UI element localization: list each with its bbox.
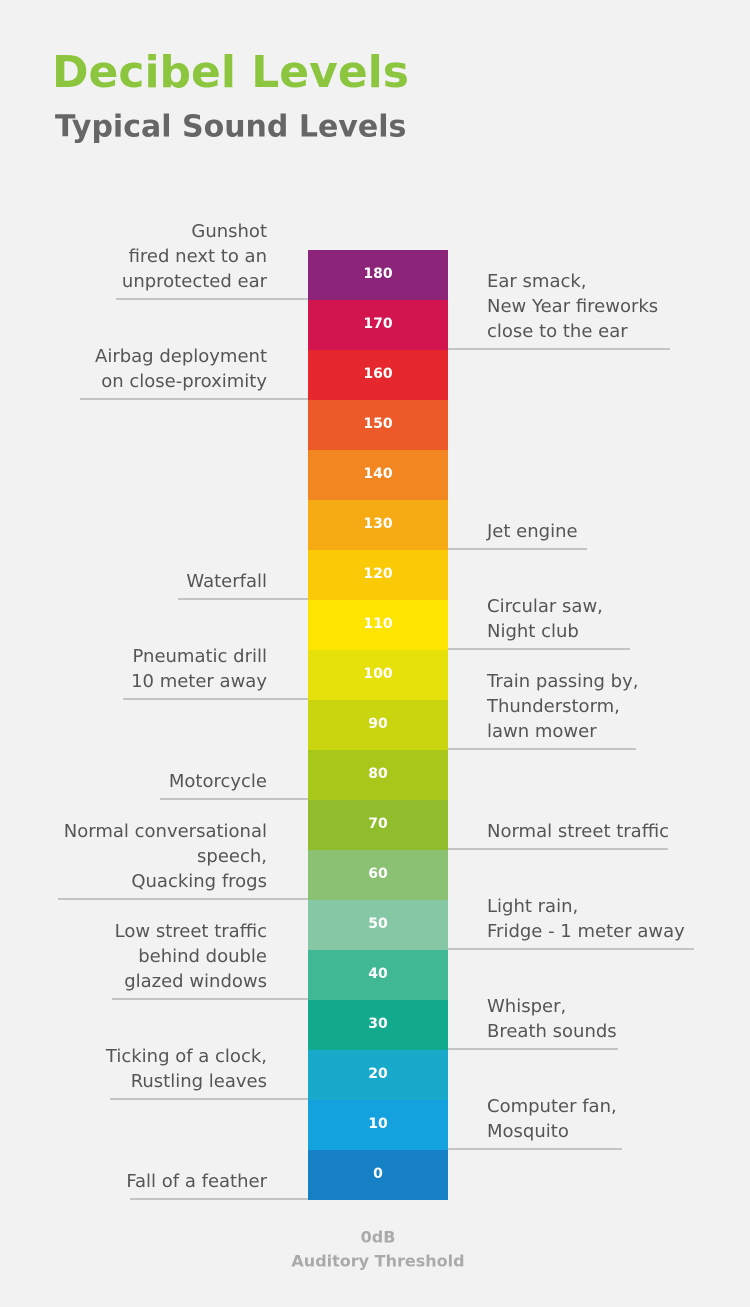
note-text: fired next to an [129,246,267,267]
level-band [308,1100,448,1150]
note-text: Train passing by, [486,671,638,692]
note-text: Low street traffic [115,921,267,942]
note-text: on close-proximity [101,371,267,392]
note-text: Jet engine [486,521,578,542]
note-text: Breath sounds [487,1021,617,1042]
note-text: Normal street traffic [487,821,669,842]
note-text: lawn mower [487,721,597,742]
level-label: 170 [363,316,392,332]
level-band [308,1050,448,1100]
level-label: 30 [368,1016,388,1032]
note-text: unprotected ear [122,271,268,292]
footer-text: Auditory Threshold [291,1252,464,1271]
level-band [308,450,448,500]
level-label: 90 [368,716,388,732]
note-text: Gunshot [191,221,267,242]
level-band [308,650,448,700]
note-text: behind double [138,946,267,967]
level-label: 10 [368,1116,388,1132]
level-band [308,300,448,350]
note-text: Airbag deployment [95,346,267,367]
level-band [308,850,448,900]
note-text: glazed windows [124,971,267,992]
level-band [308,500,448,550]
subtitle: Typical Sound Levels [55,110,406,145]
note-text: Mosquito [487,1121,569,1142]
note-text: Ticking of a clock, [105,1046,267,1067]
level-label: 100 [363,666,392,682]
note-text: Light rain, [487,896,578,917]
level-band [308,600,448,650]
level-band [308,350,448,400]
level-band [308,550,448,600]
level-label: 20 [368,1066,388,1082]
note-text: Normal conversational [64,821,267,842]
note-text: Ear smack, [487,271,587,292]
title: Decibel Levels [52,47,409,98]
note-text: Quacking frogs [131,871,267,892]
note-text: 10 meter away [131,671,267,692]
level-label: 0 [373,1166,383,1182]
note-text: Waterfall [186,571,267,592]
level-label: 70 [368,816,388,832]
level-band [308,1000,448,1050]
footer-text: 0dB [361,1228,396,1247]
note-text: New Year fireworks [487,296,658,317]
note-text: Rustling leaves [131,1071,267,1092]
level-label: 80 [368,766,388,782]
level-label: 160 [363,366,392,382]
note-text: Computer fan, [487,1096,617,1117]
level-label: 140 [363,466,392,482]
level-band [308,250,448,300]
note-text: Whisper, [487,996,566,1017]
note-text: Thunderstorm, [486,696,620,717]
level-band [308,700,448,750]
level-label: 60 [368,866,388,882]
note-text: Night club [487,621,579,642]
level-label: 40 [368,966,388,982]
level-band [308,800,448,850]
note-text: speech, [197,846,267,867]
note-text: Fridge - 1 meter away [487,921,685,942]
level-band [308,950,448,1000]
level-label: 130 [363,516,392,532]
note-text: Pneumatic drill [133,646,268,667]
level-band [308,1150,448,1200]
level-band [308,900,448,950]
level-label: 120 [363,566,392,582]
note-text: close to the ear [487,321,628,342]
level-label: 50 [368,916,388,932]
level-label: 180 [363,266,392,282]
note-text: Fall of a feather [126,1171,267,1192]
level-band [308,750,448,800]
level-band [308,400,448,450]
level-label: 150 [363,416,392,432]
note-text: Motorcycle [169,771,267,792]
note-text: Circular saw, [487,596,603,617]
level-label: 110 [363,616,392,632]
